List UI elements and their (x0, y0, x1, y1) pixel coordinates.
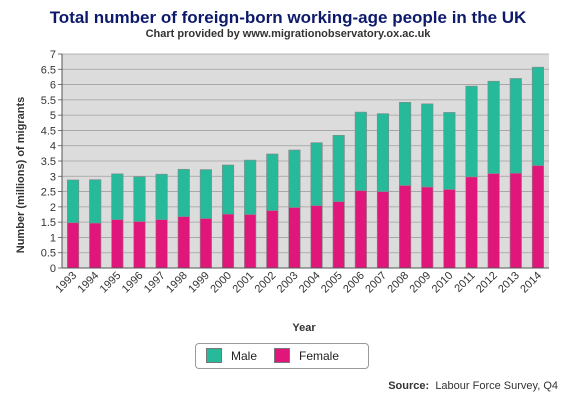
x-tick-label: 2010 (430, 270, 456, 296)
y-tick-label: 7 (50, 49, 56, 61)
legend-item-male: Male (206, 348, 257, 363)
x-tick-label: 2013 (496, 270, 522, 296)
source-text: Labour Force Survey, Q4 (435, 380, 558, 392)
bar-female-1998 (177, 216, 190, 269)
bar-female-2005 (332, 201, 345, 269)
legend-label-male: Male (231, 348, 258, 363)
x-tick-label: 2014 (518, 270, 544, 296)
x-tick-label: 2008 (385, 270, 411, 296)
bar-male-2007 (376, 113, 390, 192)
bar-female-1999 (199, 218, 212, 269)
bar-female-1997 (155, 219, 168, 269)
chart-title: Total number of foreign-born working-age… (49, 8, 527, 27)
bar-male-1994 (89, 179, 102, 224)
y-tick-label: 4 (50, 141, 56, 153)
source-note: Source: Labour Force Survey, Q4 (388, 380, 558, 392)
bar-female-1995 (111, 219, 124, 269)
y-tick-label: 5.5 (41, 95, 56, 107)
bar-female-2008 (399, 185, 412, 269)
bar-male-2014 (531, 66, 544, 166)
bar-female-2013 (509, 172, 522, 269)
x-tick-label: 1993 (53, 270, 79, 296)
y-tick-label: 2.5 (41, 187, 56, 199)
bar-male-2010 (443, 112, 456, 190)
legend-item-female: Female (274, 348, 339, 363)
bar-female-2007 (376, 191, 390, 269)
y-tick-label: 0 (50, 263, 56, 275)
y-tick-label: 6 (50, 80, 56, 92)
bar-female-2003 (288, 207, 301, 269)
x-tick-label: 1998 (164, 270, 190, 296)
bar-male-2003 (288, 149, 301, 208)
x-tick-label: 2012 (474, 270, 500, 296)
x-tick-label: 2011 (452, 270, 477, 295)
bar-male-2001 (244, 159, 257, 215)
y-tick-label: 3 (50, 171, 56, 183)
bar-female-2011 (465, 176, 478, 269)
y-tick-label: 5 (50, 110, 56, 122)
y-tick-label: 1 (50, 232, 56, 244)
bar-female-2000 (221, 213, 235, 269)
bar-male-1996 (133, 176, 146, 222)
y-tick-label: 6.5 (41, 64, 56, 76)
legend-swatch-female (274, 348, 290, 363)
bar-male-1993 (67, 179, 80, 224)
x-tick-label: 2005 (319, 270, 345, 296)
y-tick-label: 4.5 (41, 125, 56, 137)
y-tick-label: 2 (50, 202, 56, 214)
x-tick-label: 1997 (142, 270, 168, 296)
x-tick-label: 2007 (363, 270, 389, 296)
bar-male-2011 (465, 85, 478, 178)
x-tick-label: 1996 (120, 270, 146, 296)
bar-male-1998 (177, 168, 190, 217)
legend: Male Female (195, 343, 369, 369)
bar-female-1994 (89, 222, 102, 269)
x-tick-label: 1995 (98, 270, 124, 296)
bar-male-2013 (509, 78, 522, 174)
x-tick-label: 2006 (341, 270, 367, 296)
legend-swatch-male (206, 348, 222, 363)
y-axis-ticks: 0 0.5 1 1.5 2 2.5 3 3.5 4 4.5 5 5.5 6 6.5 7 (41, 49, 549, 275)
bar-male-2005 (332, 135, 345, 202)
bar-male-2012 (487, 80, 500, 174)
x-tick-label: 2000 (208, 270, 234, 296)
bar-male-2008 (399, 102, 412, 186)
y-tick-label: 1.5 (41, 217, 56, 229)
bar-male-2009 (421, 103, 434, 188)
bar-male-2006 (354, 111, 367, 191)
y-tick-label: 0.5 (41, 248, 56, 260)
bar-female-2001 (244, 214, 257, 269)
bar-female-2010 (443, 189, 456, 269)
x-tick-label: 2002 (253, 270, 279, 296)
y-axis-label: Number (millions) of migrants (15, 97, 27, 253)
bar-female-2012 (487, 173, 500, 269)
bar-female-1996 (133, 221, 146, 269)
x-tick-label: 2004 (297, 270, 323, 296)
bar-female-2014 (531, 165, 544, 269)
bar-male-2000 (221, 164, 235, 215)
bar-male-1999 (199, 169, 212, 219)
x-tick-label: 2003 (275, 270, 301, 296)
bar-male-1997 (155, 173, 168, 220)
source-label: Source: (388, 380, 430, 392)
bar-female-2009 (421, 186, 434, 269)
chart-subtitle: Chart provided by www.migrationobservato… (145, 28, 431, 40)
x-tick-label: 2001 (230, 270, 256, 296)
x-tick-label: 1994 (76, 270, 102, 296)
x-axis-ticks: 1993199419951996199719981999200020012002… (53, 270, 544, 296)
x-axis-label: Year (292, 322, 316, 334)
bar-male-2004 (310, 142, 323, 206)
legend-label-female: Female (299, 348, 340, 363)
bar-female-2004 (310, 205, 323, 269)
bar-male-1995 (111, 173, 124, 220)
bar-female-2002 (266, 210, 279, 269)
y-tick-label: 3.5 (41, 156, 56, 168)
bar-male-2002 (266, 153, 279, 211)
bar-female-1993 (67, 222, 80, 269)
bar-female-2006 (354, 190, 367, 269)
x-tick-label: 1999 (186, 270, 212, 296)
x-tick-label: 2009 (408, 270, 434, 296)
